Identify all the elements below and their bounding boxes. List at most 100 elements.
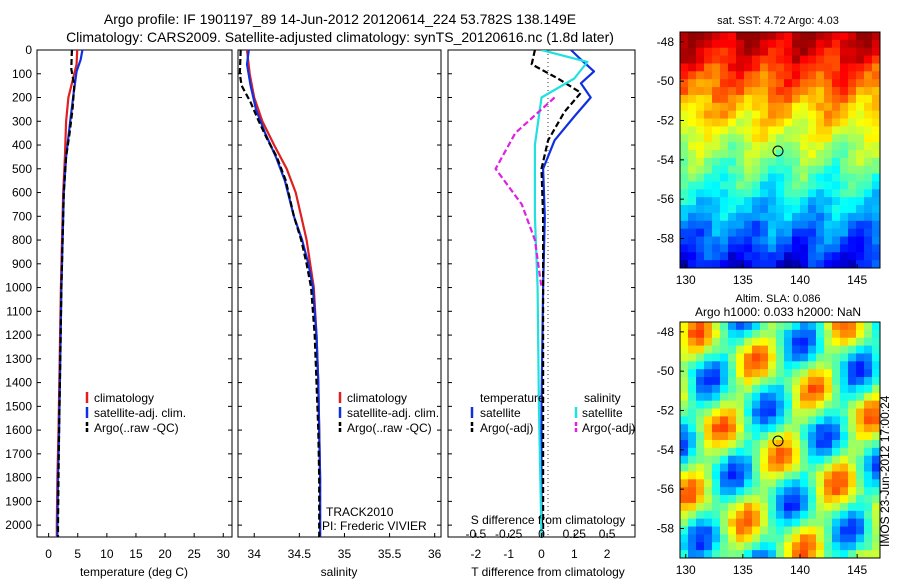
heatmap-cell xyxy=(848,220,857,230)
heatmap-cell xyxy=(856,329,865,339)
heatmap-cell xyxy=(760,110,769,120)
heatmap-cell xyxy=(872,79,881,88)
heatmap-cell xyxy=(752,87,761,96)
heatmap-cell xyxy=(776,510,785,520)
heatmap-cell xyxy=(712,400,721,410)
heatmap-cell xyxy=(800,252,809,261)
heatmap-cell xyxy=(712,94,721,104)
heatmap-cell xyxy=(832,55,841,64)
heatmap-cell xyxy=(704,173,713,182)
heatmap-cell xyxy=(760,518,769,528)
heatmap-cell xyxy=(808,63,817,72)
depth-tick-label: 1200 xyxy=(5,328,32,342)
heatmap-cell xyxy=(736,447,745,457)
heatmap-cell xyxy=(792,408,801,417)
heatmap-cell xyxy=(784,47,793,57)
x-tick-label: 0 xyxy=(538,547,545,561)
heatmap-cell xyxy=(712,32,721,41)
heatmap-cell xyxy=(752,384,761,394)
heatmap-cell xyxy=(720,165,729,175)
heatmap-cell xyxy=(720,384,729,394)
heatmap-cell xyxy=(872,510,881,520)
heatmap-cell xyxy=(760,550,769,559)
heatmap-cell xyxy=(872,361,881,370)
heatmap-cell xyxy=(728,424,737,433)
heatmap-cell xyxy=(712,110,721,120)
x-tick-label: 0.5 xyxy=(599,527,616,541)
heatmap-cell xyxy=(784,71,793,80)
heatmap-cell xyxy=(696,39,705,49)
heatmap-cell xyxy=(792,502,801,512)
heatmap-cell xyxy=(744,495,753,504)
heatmap-cell xyxy=(728,55,737,64)
heatmap-cell xyxy=(704,550,713,559)
heatmap-cell xyxy=(864,55,873,64)
heatmap-cell xyxy=(824,463,833,472)
heatmap-cell xyxy=(856,32,865,41)
heatmap-cell xyxy=(808,377,817,386)
heatmap-cell xyxy=(752,322,761,331)
heatmap-cell xyxy=(776,63,785,72)
heatmap-cell xyxy=(696,63,705,72)
salinity-x-label: salinity xyxy=(321,565,358,579)
heatmap-cell xyxy=(768,79,777,88)
heatmap-cell xyxy=(848,455,857,465)
heatmap-cell xyxy=(728,110,737,120)
heatmap-cell xyxy=(752,173,761,182)
heatmap-cell xyxy=(816,87,825,96)
heatmap-cell xyxy=(848,32,857,41)
heatmap-cell xyxy=(848,110,857,120)
heatmap-cell xyxy=(688,94,697,104)
heatmap-cell xyxy=(776,181,785,190)
heatmap-cell xyxy=(848,542,857,551)
heatmap-cell xyxy=(808,400,817,410)
heatmap-cell xyxy=(680,400,689,410)
heatmap-cell xyxy=(704,384,713,394)
heatmap-cell xyxy=(760,244,769,253)
heatmap-cell xyxy=(864,455,873,465)
heatmap-cell xyxy=(728,134,737,143)
heatmap-cell xyxy=(784,189,793,198)
heatmap-cell xyxy=(736,479,745,488)
heatmap-cell xyxy=(720,377,729,386)
heatmap-cell xyxy=(736,534,745,543)
heatmap-cell xyxy=(792,550,801,559)
heatmap-cell xyxy=(816,455,825,465)
heatmap-cell xyxy=(848,518,857,528)
heatmap-cell xyxy=(792,369,801,378)
heatmap-cell xyxy=(824,408,833,417)
heatmap-cell xyxy=(808,369,817,378)
heatmap-cell xyxy=(712,510,721,520)
heatmap-cell xyxy=(744,550,753,559)
heatmap-cell xyxy=(680,361,689,370)
map-y-tick-label: -58 xyxy=(657,522,675,536)
heatmap-cell xyxy=(784,400,793,410)
heatmap-cell xyxy=(784,377,793,386)
heatmap-cell xyxy=(792,518,801,528)
heatmap-cell xyxy=(864,205,873,214)
map-y-tick-label: -48 xyxy=(657,35,675,49)
heatmap-cell xyxy=(728,369,737,378)
heatmap-cell xyxy=(840,118,849,127)
heatmap-cell xyxy=(720,432,729,441)
heatmap-cell xyxy=(872,157,881,167)
heatmap-cell xyxy=(848,487,857,496)
heatmap-cell xyxy=(840,126,849,135)
heatmap-cell xyxy=(768,518,777,528)
heatmap-cell xyxy=(864,181,873,190)
heatmap-cell xyxy=(704,244,713,253)
heatmap-cell xyxy=(680,150,689,159)
heatmap-cell xyxy=(784,455,793,465)
heatmap-cell xyxy=(736,432,745,441)
heatmap-cell xyxy=(840,165,849,175)
heatmap-cell xyxy=(832,408,841,417)
heatmap-cell xyxy=(680,94,689,104)
heatmap-cell xyxy=(864,39,873,49)
heatmap-cell xyxy=(784,550,793,559)
heatmap-cell xyxy=(832,534,841,543)
heatmap-cell xyxy=(808,118,817,127)
heatmap-cell xyxy=(696,220,705,230)
heatmap-cell xyxy=(744,416,753,425)
heatmap-cell xyxy=(680,463,689,472)
heatmap-cell xyxy=(792,392,801,402)
